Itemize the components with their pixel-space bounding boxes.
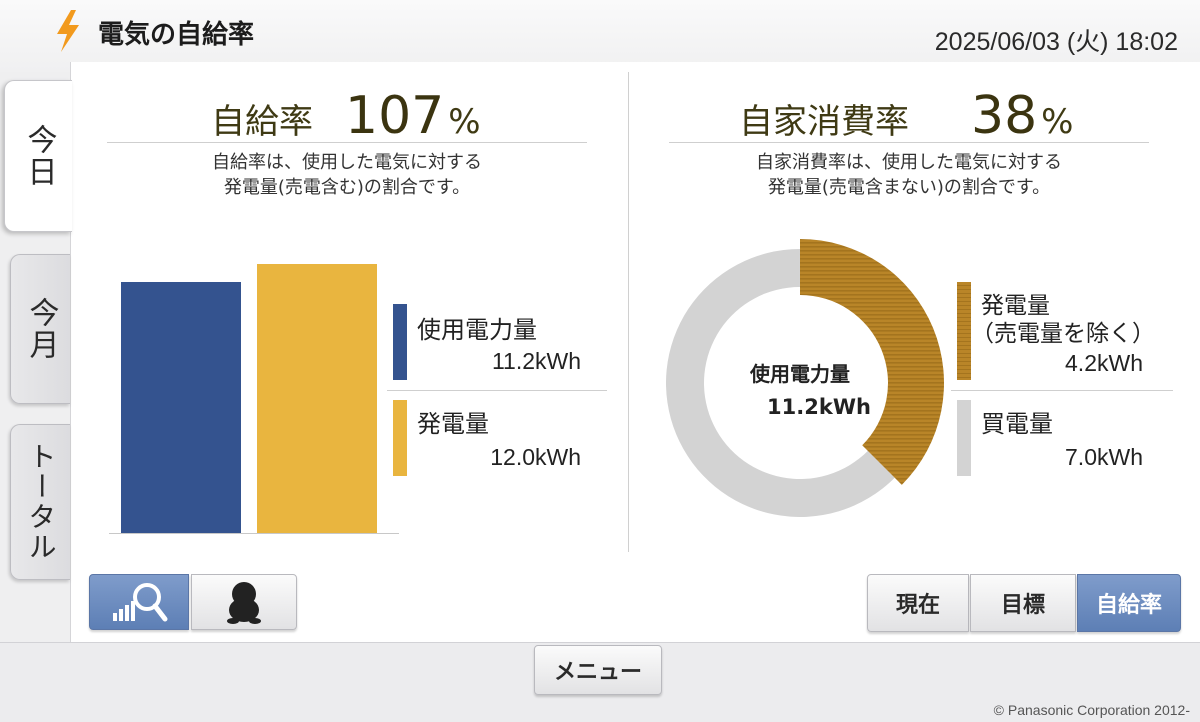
- donut-slice-purchased: [666, 249, 895, 517]
- legend-label-generation: 発電量: [417, 410, 489, 438]
- graph-magnify-icon: [113, 583, 168, 622]
- main-panel: 自給率 107 % 自給率は、使用した電気に対する 発電量(売電含む)の割合です…: [70, 62, 1200, 642]
- self-sufficiency-underline: [107, 142, 587, 143]
- bar-generation: [257, 263, 377, 534]
- legend-swatch-generation: [393, 400, 407, 476]
- donut-center-value: 11.2kWh: [767, 395, 871, 419]
- copyright-text: © Panasonic Corporation 2012-: [993, 702, 1190, 718]
- lightning-bolt-icon: [57, 10, 79, 52]
- self-consumption-label: 自家消費率: [739, 102, 909, 142]
- legend-label-generation-self: 発電量: [981, 293, 1050, 319]
- footer-bar: メニュー © Panasonic Corporation 2012-: [0, 642, 1200, 722]
- legend-swatch-purchased: [957, 400, 971, 476]
- legend-sublabel-generation-self: （売電量を除く）: [971, 321, 1155, 347]
- bar-chart: [109, 232, 399, 534]
- self-consumption-header: 自家消費率 38 %: [739, 86, 1073, 146]
- tab-today[interactable]: 今日: [4, 80, 72, 232]
- legend-label-usage: 使用電力量: [417, 316, 537, 344]
- tab-total-label: トータル: [24, 442, 58, 562]
- page-title: 電気の自給率: [98, 20, 255, 50]
- self-consumption-underline: [669, 142, 1149, 143]
- date-time: 2025/06/03 (火) 18:02: [934, 28, 1178, 56]
- description-line: 自家消費率は、使用した電気に対する: [756, 152, 1062, 173]
- description-line: 発電量(売電含まない)の割合です。: [767, 177, 1051, 198]
- menu-button[interactable]: メニュー: [534, 645, 662, 695]
- tab-month[interactable]: 今月: [10, 254, 70, 404]
- donut-center-label: 使用電力量 11.2kWh: [705, 358, 895, 419]
- panel-divider: [628, 72, 629, 552]
- donut-center-title: 使用電力量: [750, 362, 850, 386]
- description-line: 自給率は、使用した電気に対する: [212, 152, 482, 173]
- donut-slice-generation: [800, 239, 944, 485]
- tab-total[interactable]: トータル: [10, 424, 70, 580]
- tab-month-label: 今月: [23, 297, 59, 361]
- legend-swatch-usage: [393, 304, 407, 380]
- self-sufficiency-description: 自給率は、使用した電気に対する 発電量(売電含む)の割合です。: [107, 150, 587, 200]
- description-line: 発電量(売電含む)の割合です。: [223, 177, 471, 198]
- view-self-sufficiency-button[interactable]: 自給率: [1077, 574, 1181, 632]
- donut-chart: [666, 239, 944, 517]
- mascot-icon: [227, 582, 261, 624]
- self-consumption-description: 自家消費率は、使用した電気に対する 発電量(売電含まない)の割合です。: [669, 150, 1149, 200]
- mascot-view-button[interactable]: [191, 574, 297, 630]
- self-sufficiency-label: 自給率: [211, 102, 313, 142]
- legend-label-purchased: 買電量: [981, 410, 1053, 438]
- legend-value-generation-self: 4.2kWh: [1065, 350, 1143, 376]
- view-target-button[interactable]: 目標: [970, 574, 1076, 632]
- graph-view-button[interactable]: [89, 574, 189, 630]
- view-current-button[interactable]: 現在: [867, 574, 969, 632]
- self-consumption-value: 38: [971, 86, 1038, 146]
- self-consumption-unit: %: [1041, 102, 1074, 142]
- legend-value-purchased: 7.0kWh: [1065, 444, 1143, 470]
- legend-swatch-generation-self: [957, 282, 971, 380]
- legend-value-generation: 12.0kWh: [490, 444, 581, 470]
- self-sufficiency-header: 自給率 107 %: [211, 86, 481, 146]
- legend-separator: [951, 390, 1173, 391]
- header-bar: 電気の自給率 2025/06/03 (火) 18:02: [0, 0, 1200, 72]
- legend-value-usage: 11.2kWh: [491, 348, 581, 374]
- bar-axis: [109, 533, 399, 534]
- self-sufficiency-value: 107: [345, 86, 445, 146]
- bar-usage: [121, 281, 241, 534]
- self-sufficiency-unit: %: [448, 102, 481, 142]
- legend-separator: [387, 390, 607, 391]
- tab-today-label: 今日: [21, 124, 57, 188]
